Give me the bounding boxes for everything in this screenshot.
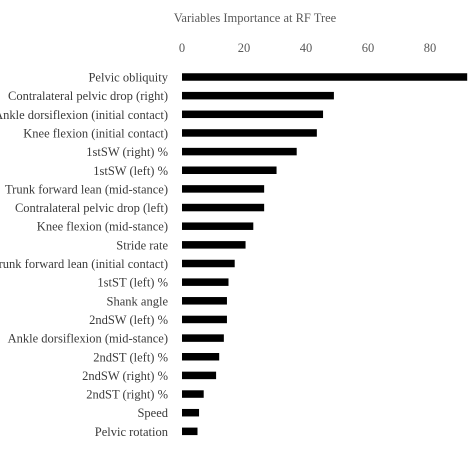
category-label: Knee flexion (mid-stance)	[37, 220, 168, 234]
x-tick-label: 80	[424, 41, 437, 55]
x-tick-label: 20	[238, 41, 251, 55]
category-label: 2ndST (right) %	[86, 388, 168, 402]
bar	[182, 297, 227, 305]
bar-series	[182, 73, 468, 436]
bar	[182, 408, 200, 417]
category-label: 1stST (left) %	[97, 276, 168, 290]
x-tick-label: 40	[300, 41, 313, 55]
category-label: Trunk forward lean (initial contact)	[0, 257, 168, 271]
category-label: Shank angle	[107, 294, 169, 308]
category-label: 2ndSW (right) %	[82, 369, 168, 383]
bar	[182, 259, 235, 268]
category-label: 1stSW (left) %	[93, 164, 168, 178]
category-label: Ankle dorsiflexion (initial contact)	[0, 108, 168, 122]
bar	[182, 371, 217, 380]
category-label: Stride rate	[116, 238, 168, 252]
category-label: 1stSW (right) %	[86, 145, 168, 159]
category-label: Speed	[137, 406, 168, 420]
bar	[182, 129, 317, 137]
chart-title: Variables Importance at RF Tree	[174, 11, 337, 25]
category-label: Pelvic rotation	[95, 425, 169, 439]
category-label: Trunk forward lean (mid-stance)	[5, 182, 168, 196]
x-tick-label: 0	[179, 41, 185, 55]
bar	[182, 110, 324, 119]
category-axis: Pelvic obliquity Contralateral pelvic dro…	[0, 71, 169, 439]
bar	[182, 334, 224, 342]
category-label: Ankle dorsiflexion (mid-stance)	[8, 332, 168, 346]
category-label: Contralateral pelvic drop (left)	[15, 201, 168, 215]
bar	[182, 73, 468, 81]
bar	[182, 91, 334, 100]
bar	[182, 147, 297, 156]
category-label: Contralateral pelvic drop (right)	[8, 89, 168, 103]
category-label: Knee flexion (initial contact)	[23, 126, 168, 140]
bar	[182, 166, 277, 174]
bar	[182, 241, 246, 249]
bar	[182, 203, 265, 212]
x-tick-label: 60	[362, 41, 375, 55]
x-axis: 0 20 40 60 80	[179, 41, 436, 55]
category-label: Pelvic obliquity	[88, 71, 168, 85]
category-label: 2ndST (left) %	[93, 350, 168, 364]
bar	[182, 278, 229, 286]
bar	[182, 315, 227, 324]
bar	[182, 353, 220, 361]
bar	[182, 390, 204, 398]
bar	[182, 222, 254, 230]
bar	[182, 185, 265, 193]
category-label: 2ndSW (left) %	[89, 313, 168, 327]
bar	[182, 427, 198, 436]
